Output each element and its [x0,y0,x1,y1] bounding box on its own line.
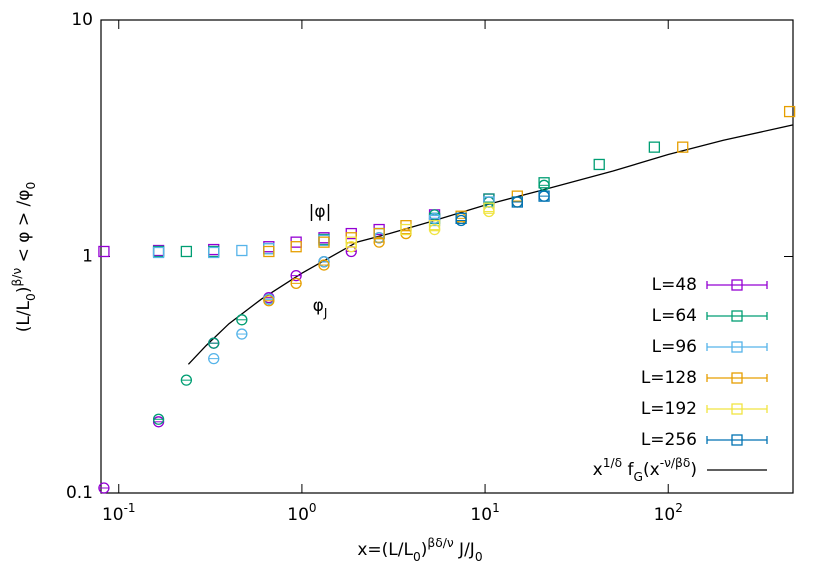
square-point [783,105,796,118]
x-tick-label: 100 [287,501,316,526]
square-point [98,245,110,258]
tick-exp: 2 [675,501,683,515]
annotation-sub: J [323,306,328,320]
label-part: 0 [24,293,38,301]
square-point [593,158,605,171]
square-point [263,245,275,258]
tick-base: 10 [654,505,676,525]
label-part: -ν/βδ [660,456,691,470]
tick-base: 10 [287,505,309,525]
y-tick-label: 1 [82,247,93,267]
label-part: G [634,470,643,484]
label-part: f [622,460,634,480]
label-part: (x [643,460,660,480]
legend-label: L=256 [641,430,697,450]
annotation: |φ| [309,202,332,222]
label-part: 0 [24,182,38,190]
square-point [648,141,661,153]
annotation-text: φ [313,296,324,316]
legend-marker [731,434,743,446]
label-part: ) [690,460,697,480]
x-axis-label: x=(L/L0)βδ/ν J/J0 [357,536,482,564]
legend-marker [731,341,743,353]
tick-exp: 1 [492,501,500,515]
fit-curve [187,124,794,365]
legend-label: L=48 [652,275,697,295]
label-part: x=(L/L [357,540,413,560]
plot-frame [100,19,794,494]
y-tick-label: 10 [71,10,93,30]
square-point [152,246,165,259]
y-axis-label: (L/L0)β/ν < φ > /φ0 [10,182,38,333]
legend-label: x1/δ fG(x-ν/βδ) [593,456,697,484]
square-point [428,220,441,232]
label-part: ) [421,540,428,560]
label-part: < φ > /φ [14,190,34,268]
label-part: (L/L [14,300,34,332]
x-tick-label: 102 [654,501,683,526]
square-point [373,227,385,240]
label-part: β/ν [10,268,24,287]
label-part: 0 [475,550,483,564]
label-part: 1/δ [603,456,622,470]
square-point [180,245,193,258]
square-point [483,202,495,214]
tick-base: 10 [470,505,492,525]
tick-base: 10 [102,505,124,525]
square-point [236,244,248,257]
legend-label: L=96 [652,337,697,357]
tick-exp: -1 [124,501,136,515]
tick-exp: 0 [309,501,317,515]
annotation-text: |φ| [309,202,332,222]
legend-marker [731,372,743,384]
label-part: ) [14,287,34,294]
square-point [511,190,523,202]
square-point [318,236,330,248]
y-tick-label: 0.1 [66,483,93,503]
square-point [538,177,550,189]
x-tick-label: 10-1 [102,501,136,526]
square-point [208,246,220,259]
annotation: φJ [313,296,328,320]
label-part: J/J [454,540,475,560]
square-point [677,141,689,153]
legend-label: L=192 [641,399,697,419]
label-part: x [593,460,603,480]
square-point [400,223,412,236]
legend-marker [731,310,743,322]
legend-marker [731,279,743,291]
label-part: βδ/ν [427,536,453,550]
x-tick-label: 101 [470,501,499,526]
legend-marker [731,403,743,415]
square-point [290,241,302,253]
legend-label: L=128 [641,368,697,388]
legend-label: L=64 [652,306,697,326]
label-part: 0 [413,550,421,564]
